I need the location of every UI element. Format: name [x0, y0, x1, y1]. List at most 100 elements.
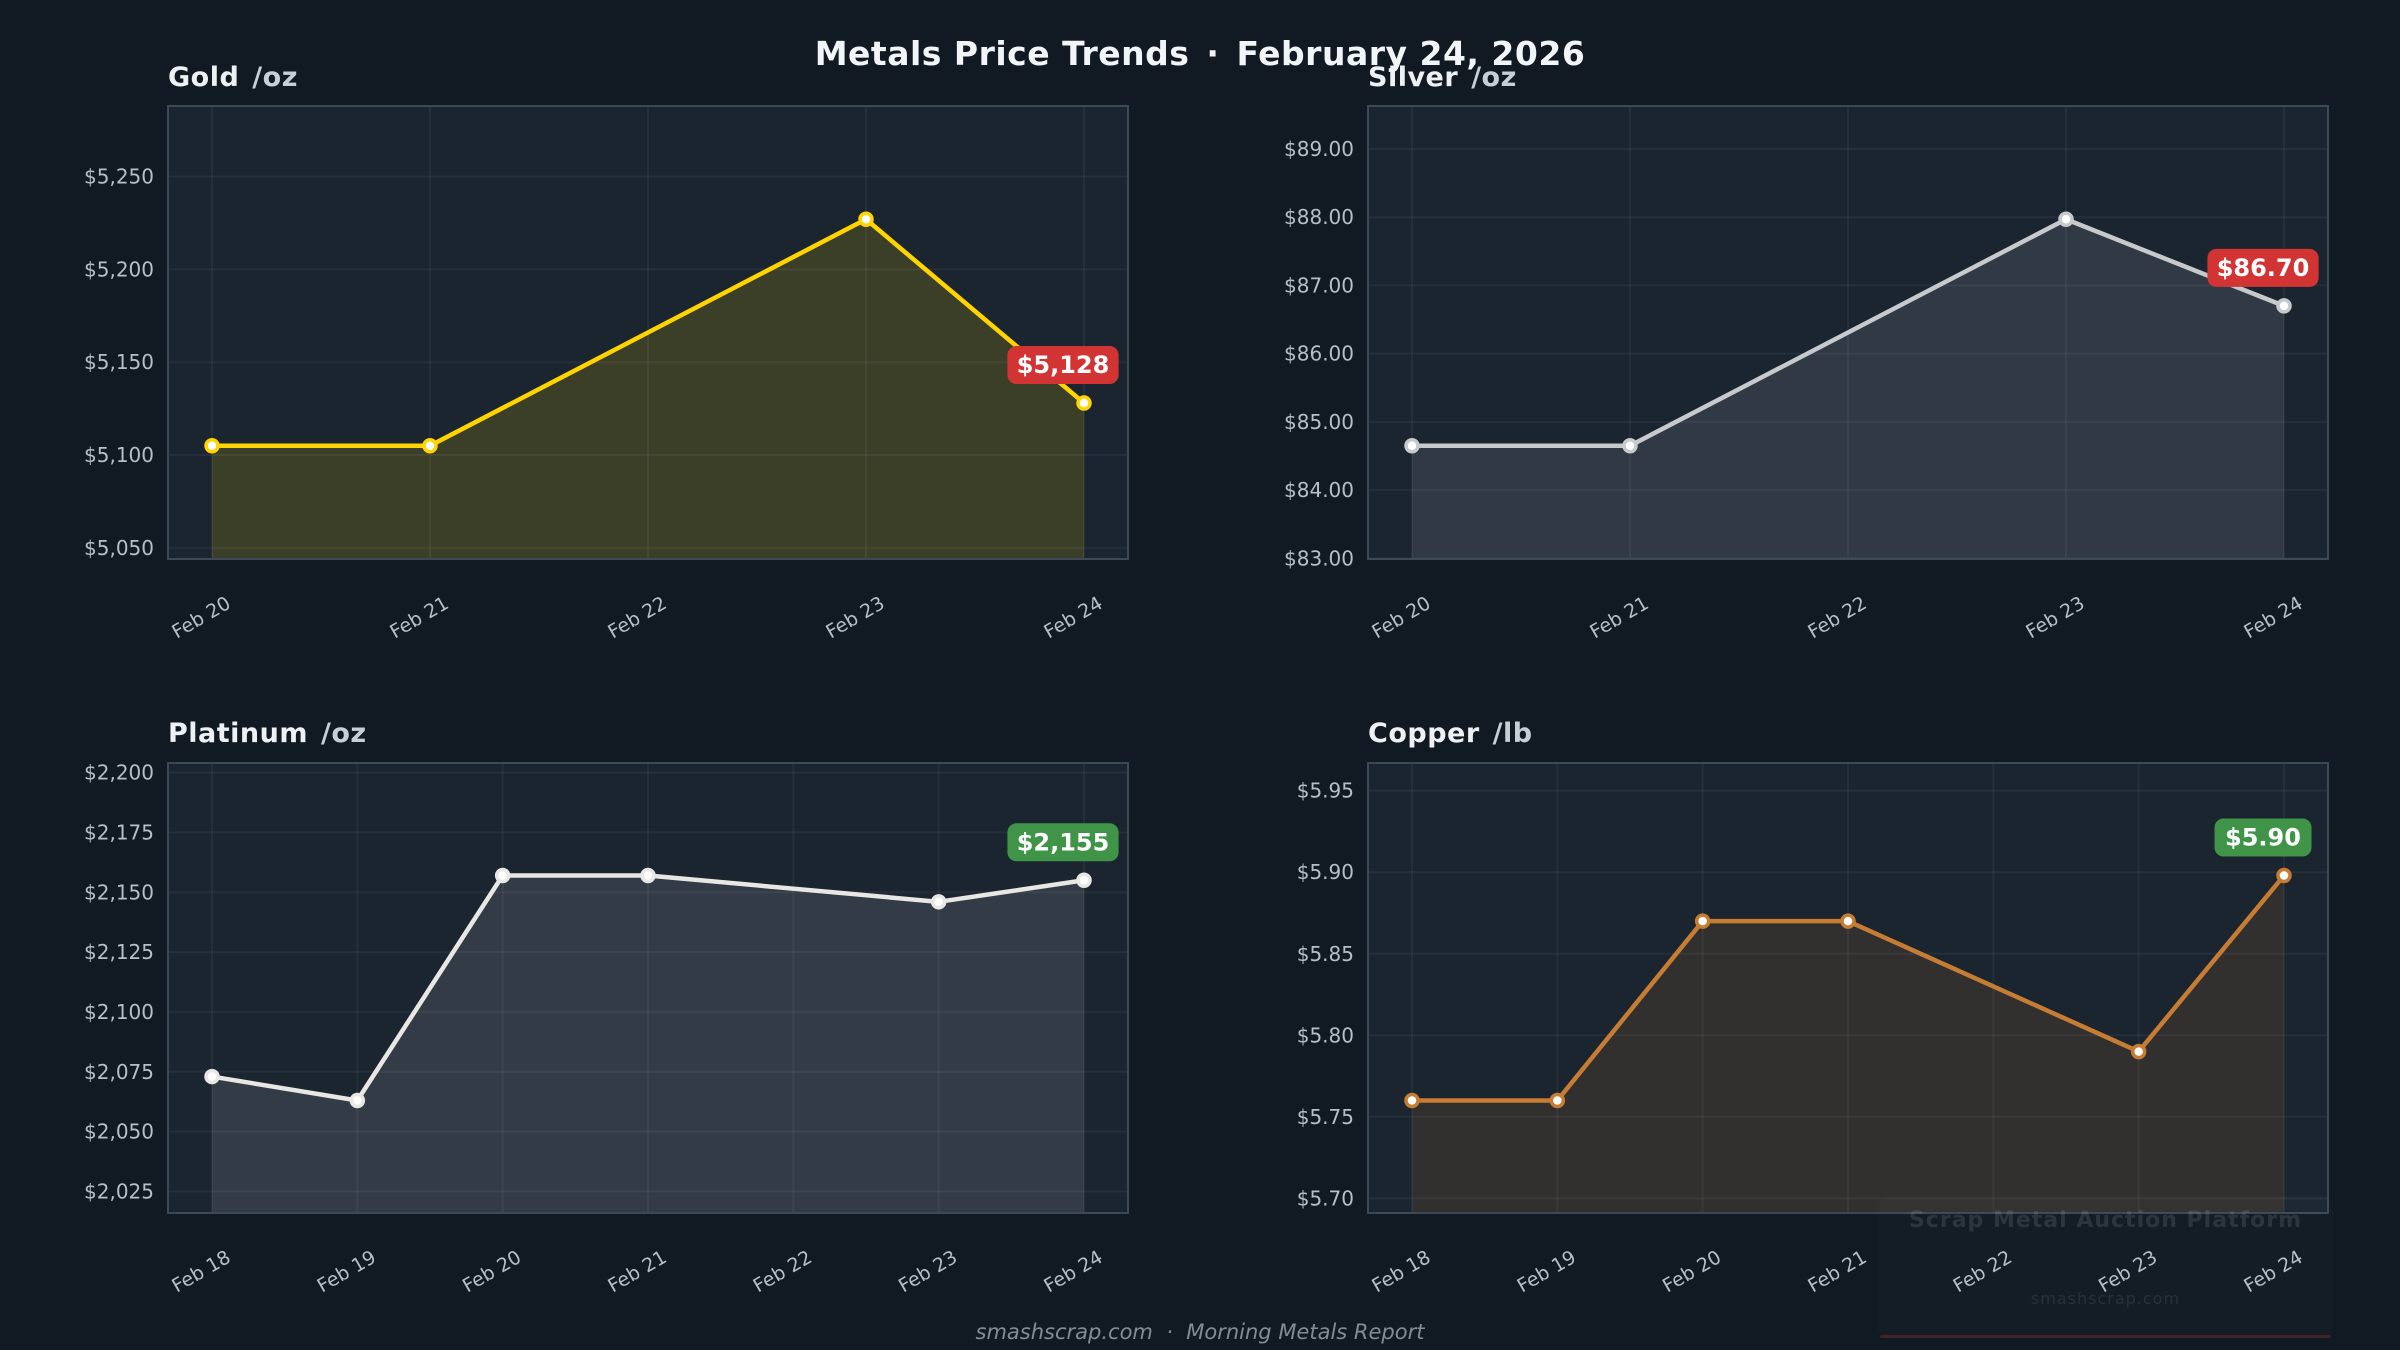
y-tick-label: $5.70	[1297, 1186, 1354, 1210]
x-tick-label: Feb 19	[1514, 1246, 1580, 1297]
copper-title-text: Copper	[1368, 718, 1480, 749]
y-tick-label: $2,150	[84, 880, 154, 904]
y-tick-label: $2,100	[84, 1000, 154, 1024]
silver-price-line	[1409, 217, 2287, 448]
silver-badge-background	[2207, 248, 2319, 287]
copper-data-point	[1549, 1092, 1566, 1109]
x-tick-label: Feb 23	[895, 1246, 961, 1297]
x-tick-label: Feb 18	[168, 1246, 234, 1297]
gold-area-fill	[212, 219, 1084, 559]
copper-area-fill	[1412, 875, 2284, 1213]
y-tick-label: $84.00	[1284, 478, 1354, 502]
platinum-last-value-badge: $2,155	[1007, 823, 1119, 862]
gold-y-axis-labels: $5,050 $5,100 $5,150 $5,200 $5,250	[84, 165, 154, 560]
silver-last-value-badge: $86.70	[2207, 248, 2319, 287]
platinum-data-point	[1076, 872, 1092, 889]
x-tick-label: Feb 23	[2022, 592, 2088, 643]
y-tick-label: $5.95	[1297, 779, 1354, 803]
copper-plot-area	[1368, 763, 2328, 1213]
gold-title-text: Gold	[168, 62, 240, 93]
silver-data-point	[2058, 211, 2074, 227]
y-tick-label: $2,200	[84, 761, 154, 785]
silver-title-text: Silver	[1368, 62, 1459, 93]
platinum-badge-label: $2,155	[1017, 828, 1110, 856]
page-title-separator: ·	[1206, 34, 1220, 73]
copper-data-point	[2276, 867, 2292, 884]
copper-last-value-badge: $5.90	[2214, 818, 2312, 857]
copper-grid	[1368, 763, 2328, 1213]
x-tick-label: Feb 20	[168, 592, 234, 643]
gold-plot-border	[167, 105, 1129, 560]
platinum-title-text: Platinum	[168, 718, 309, 749]
gold-grid	[168, 106, 1128, 559]
copper-data-point	[1840, 913, 1856, 929]
gold-data-point	[858, 211, 874, 227]
x-tick-label: Feb 18	[1368, 1246, 1434, 1297]
silver-data-point	[1404, 438, 1420, 454]
platinum-data-point	[204, 1068, 220, 1085]
platinum-title-unit: /oz	[321, 718, 367, 749]
gold-chart-title: Gold/oz	[168, 62, 298, 93]
y-tick-label: $2,075	[84, 1060, 154, 1084]
gold-data-point	[1076, 395, 1092, 411]
x-tick-label: Feb 22	[1804, 592, 1870, 643]
platinum-plot-border	[167, 762, 1129, 1214]
x-tick-label: Feb 24	[2240, 592, 2306, 643]
watermark: Scrap Metal Auction Platform smashscrap.…	[1878, 1196, 2333, 1338]
copper-y-axis-labels: $5.70 $5.75 $5.80 $5.85 $5.90 $5.95	[1297, 779, 1354, 1211]
copper-badge-label: $5.90	[2225, 824, 2301, 852]
copper-chart: $5.70 $5.75 $5.80 $5.85 $5.90 $5.95 Feb 18 Feb …	[1297, 762, 2329, 1297]
platinum-badge-background	[1007, 823, 1119, 862]
watermark-red-divider	[1880, 1335, 2331, 1338]
y-tick-label: $2,125	[84, 940, 154, 964]
y-tick-label: $5.75	[1297, 1105, 1354, 1129]
gold-data-point	[422, 438, 438, 454]
copper-plot-border	[1367, 762, 2329, 1214]
x-tick-label: Feb 19	[314, 1246, 380, 1297]
copper-title-unit: /lb	[1492, 718, 1533, 749]
x-tick-label: Feb 20	[1659, 1246, 1725, 1297]
y-tick-label: $5,200	[84, 257, 154, 281]
gold-price-line	[209, 217, 1087, 448]
y-tick-label: $5,050	[84, 536, 154, 560]
copper-data-point	[1404, 1092, 1420, 1109]
copper-chart-title: Copper/lb	[1368, 718, 1533, 749]
silver-x-axis-labels: Feb 20 Feb 21 Feb 22 Feb 23 Feb 24	[1368, 592, 2306, 643]
copper-data-point	[1694, 913, 1711, 929]
page-title-date: February 24, 2026	[1236, 34, 1586, 73]
x-tick-label: Feb 21	[386, 592, 452, 643]
copper-price-line	[1409, 873, 2287, 1103]
x-tick-label: Feb 21	[1586, 592, 1652, 643]
platinum-price-line	[209, 873, 1087, 1103]
platinum-y-axis-labels: $2,025 $2,050 $2,075 $2,100 $2,125 $2,150 $2,1…	[84, 761, 154, 1204]
x-tick-label: Feb 23	[822, 592, 888, 643]
platinum-plot-area	[168, 763, 1128, 1213]
platinum-data-point	[494, 867, 511, 884]
y-tick-label: $2,175	[84, 820, 154, 844]
y-tick-label: $86.00	[1284, 342, 1354, 366]
y-tick-label: $85.00	[1284, 410, 1354, 434]
copper-badge-background	[2214, 818, 2312, 857]
x-tick-label: Feb 22	[750, 1246, 816, 1297]
silver-data-point	[2276, 298, 2292, 314]
silver-y-axis-labels: $83.00 $84.00 $85.00 $86.00 $87.00 $88.00 $89.…	[1284, 137, 1354, 570]
silver-chart-title: Silver/oz	[1368, 62, 1517, 93]
gold-title-unit: /oz	[252, 62, 298, 93]
x-tick-label: Feb 21	[604, 1246, 670, 1297]
silver-data-point	[1622, 438, 1638, 454]
silver-area-fill	[1412, 219, 2284, 559]
y-tick-label: $89.00	[1284, 137, 1354, 161]
y-tick-label: $5.80	[1297, 1023, 1354, 1047]
gold-badge-background	[1007, 346, 1119, 385]
y-tick-label: $5.90	[1297, 860, 1354, 884]
silver-plot-border	[1367, 105, 2329, 560]
x-tick-label: Feb 24	[1040, 592, 1106, 643]
silver-title-unit: /oz	[1471, 62, 1517, 93]
platinum-data-point	[349, 1092, 366, 1109]
page-title-text: Metals Price Trends	[814, 34, 1190, 73]
y-tick-label: $5,250	[84, 165, 154, 189]
gold-badge-label: $5,128	[1017, 351, 1110, 379]
x-tick-label: Feb 21	[1804, 1246, 1870, 1297]
